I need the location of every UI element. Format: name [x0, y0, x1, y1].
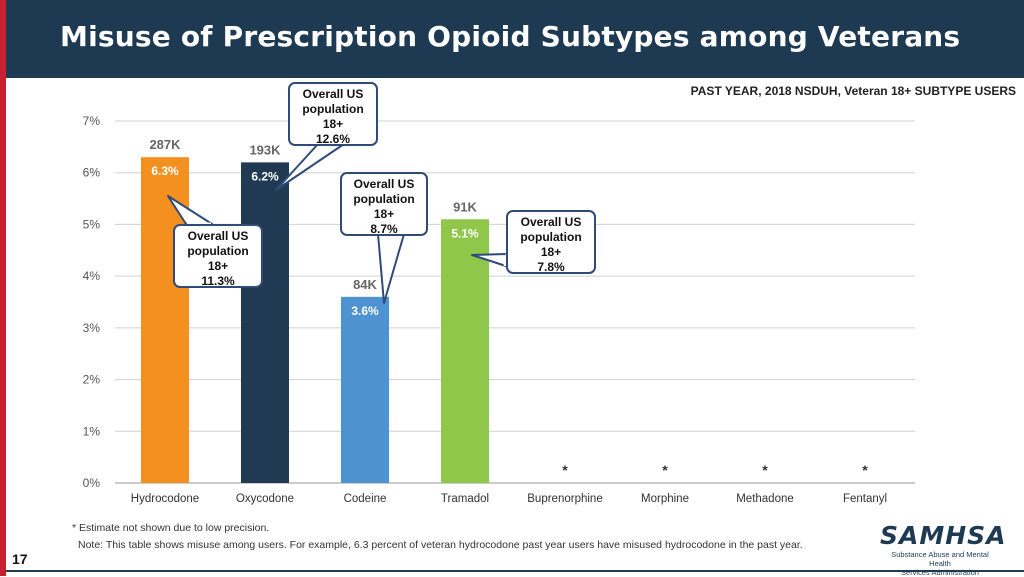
callout-line: 18+: [322, 117, 344, 131]
callout-line: population: [302, 102, 364, 116]
bar-value-label: 6.3%: [151, 164, 179, 178]
labels: 0% 1% 2% 3% 4% 5% 6% 7% Hydrocodone 6.3% 287K Oxyco…: [83, 114, 887, 505]
callout-oxycodone: Overall US population 18+ 12.6%: [288, 82, 378, 146]
y-tick-label: 1%: [83, 424, 101, 438]
x-tick-label: Oxycodone: [236, 493, 294, 505]
x-tick-label: Hydrocodone: [131, 493, 199, 505]
page-title: Misuse of Prescription Opioid Subtypes a…: [60, 20, 961, 53]
bar-value-label: *: [562, 462, 568, 478]
y-tick-label: 3%: [83, 321, 101, 335]
logo-subtitle: Substance Abuse and Mental Health Servic…: [880, 550, 1000, 577]
callout-value: 11.3%: [201, 274, 235, 288]
bars: [141, 157, 489, 483]
gridlines: [115, 120, 915, 484]
bar-count-label: 193K: [249, 142, 281, 157]
note-text: Note: This table shows misuse among user…: [78, 539, 803, 551]
bar: [241, 162, 289, 483]
bar-value-label: *: [762, 462, 768, 478]
x-tick-label: Morphine: [641, 493, 689, 505]
bar-value-label: 5.1%: [451, 226, 479, 240]
y-tick-label: 7%: [83, 114, 101, 128]
bar-value-label: *: [662, 462, 668, 478]
x-tick-label: Fentanyl: [843, 493, 887, 505]
callout-value: 7.8%: [537, 260, 565, 274]
logo-subtitle-line: Substance Abuse and Mental Health: [891, 550, 989, 568]
bar: [441, 219, 489, 483]
samhsa-logo: SAMHSA Substance Abuse and Mental Health…: [880, 521, 1007, 577]
y-tick-label: 2%: [83, 373, 101, 387]
callout-value: 8.7%: [370, 222, 398, 236]
bar-value-label: 3.6%: [351, 304, 379, 318]
logo-subtitle-line: Services Administration: [901, 568, 979, 577]
bar-value-label: 6.2%: [251, 169, 279, 183]
chart-subtitle: PAST YEAR, 2018 NSDUH, Veteran 18+ SUBTY…: [690, 84, 1016, 98]
callout-line: Overall US: [302, 87, 364, 101]
x-tick-label: Codeine: [344, 493, 387, 505]
bar-value-label: *: [862, 462, 868, 478]
bar: [341, 296, 389, 483]
callout-line: population: [353, 192, 415, 206]
callout-tramadol: Overall US population 18+ 7.8%: [506, 210, 596, 274]
bottom-rule: [6, 570, 1024, 572]
callout-line: Overall US: [187, 229, 249, 243]
footnote: * Estimate not shown due to low precisio…: [72, 522, 270, 534]
callout-line: population: [187, 244, 249, 258]
callout-line: 18+: [207, 259, 229, 273]
y-tick-label: 5%: [83, 217, 101, 231]
header-bar: [6, 0, 1024, 78]
bar-count-label: 287K: [149, 137, 181, 152]
y-tick-label: 0%: [83, 476, 101, 490]
bar-count-label: 84K: [353, 277, 377, 292]
x-tick-label: Buprenorphine: [527, 493, 602, 505]
x-tick-label: Methadone: [736, 493, 794, 505]
callout-hydrocodone: Overall US population 18+ 11.3%: [173, 224, 263, 288]
callout-pointer: [377, 233, 405, 304]
callout-line: Overall US: [353, 177, 415, 191]
callout-line: population: [520, 230, 582, 244]
bar-count-label: 91K: [453, 199, 477, 214]
callout-line: 18+: [373, 207, 395, 221]
y-tick-label: 6%: [83, 166, 101, 180]
logo-wordmark: SAMHSA: [880, 521, 1007, 550]
left-accent-bar: [0, 0, 6, 576]
page-number: 17: [12, 551, 28, 567]
callout-codeine: Overall US population 18+ 8.7%: [340, 172, 428, 236]
callout-line: 18+: [540, 245, 562, 259]
callout-value: 12.6%: [315, 132, 351, 146]
x-tick-label: Tramadol: [441, 493, 489, 505]
y-tick-label: 4%: [83, 269, 101, 283]
callout-line: Overall US: [520, 215, 582, 229]
